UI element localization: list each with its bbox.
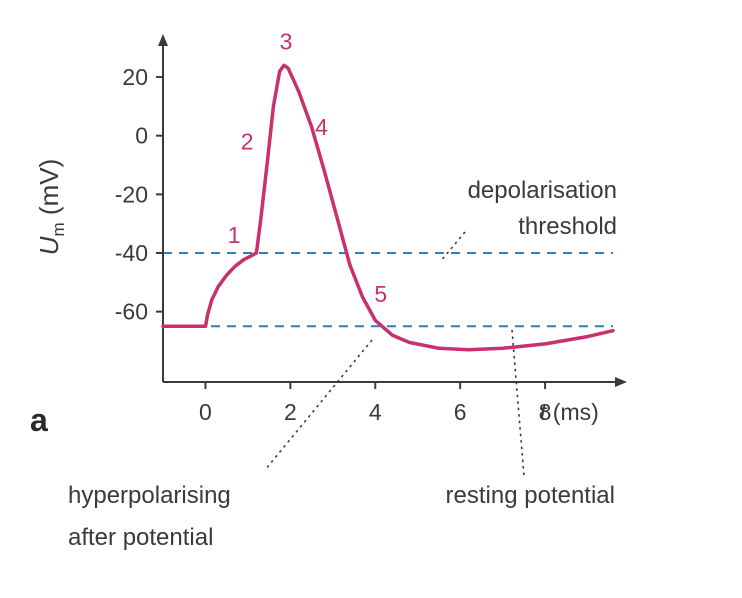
hyperpolarising-pointer bbox=[264, 339, 373, 471]
y-tick-label: 0 bbox=[135, 123, 148, 149]
phase-label-5: 5 bbox=[374, 281, 387, 307]
hyperpolarising-annotation-line1: hyperpolarising bbox=[68, 482, 231, 509]
y-tick-label: 20 bbox=[122, 64, 148, 90]
x-tick-label: 0 bbox=[199, 399, 212, 425]
hyperpolarising-annotation-line2: after potential bbox=[68, 524, 213, 551]
y-tick-label: -20 bbox=[115, 181, 148, 207]
y-axis-label: Um (mV) bbox=[34, 159, 68, 256]
x-tick-label: 4 bbox=[369, 399, 382, 425]
panel-label: a bbox=[30, 402, 48, 438]
threshold-pointer bbox=[439, 231, 466, 263]
phase-label-3: 3 bbox=[280, 28, 293, 54]
x-axis-label: t (ms) bbox=[540, 399, 599, 425]
y-tick-label: -40 bbox=[115, 240, 148, 266]
phase-label-2: 2 bbox=[241, 129, 254, 155]
phase-label-1: 1 bbox=[228, 222, 241, 248]
x-tick-label: 8 bbox=[539, 399, 552, 425]
resting-pointer bbox=[511, 329, 525, 477]
phase-label-4: 4 bbox=[315, 114, 328, 140]
resting-potential-annotation: resting potential bbox=[446, 482, 615, 509]
x-tick-label: 2 bbox=[284, 399, 297, 425]
y-tick-label: -60 bbox=[115, 299, 148, 325]
threshold-annotation-line2: threshold bbox=[518, 213, 617, 240]
action-potential-line bbox=[161, 63, 615, 352]
x-tick-label: 6 bbox=[454, 399, 467, 425]
threshold-annotation-line1: depolarisation bbox=[468, 177, 617, 204]
